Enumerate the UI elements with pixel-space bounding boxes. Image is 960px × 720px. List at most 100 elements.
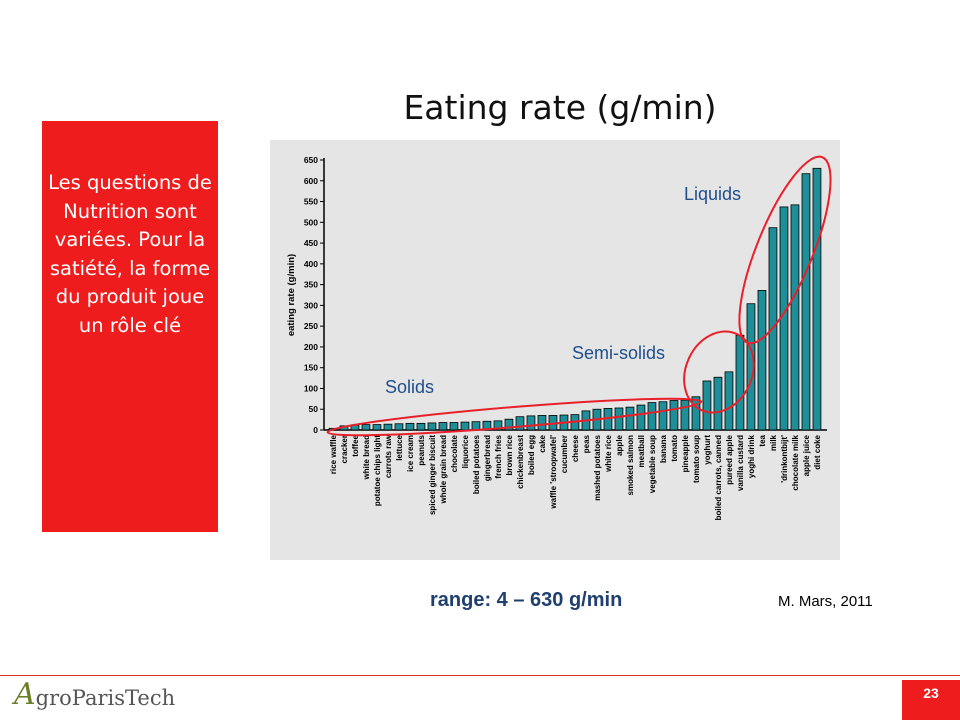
bar bbox=[537, 415, 547, 431]
annotation-label: Liquids bbox=[684, 184, 741, 204]
slide-title: Eating rate (g/min) bbox=[403, 88, 717, 127]
bar bbox=[801, 173, 811, 431]
x-tick-label: yoghurt bbox=[703, 435, 712, 465]
x-tick-label: apple bbox=[615, 434, 624, 455]
bar bbox=[526, 415, 536, 431]
x-tick-label: whole grain bread bbox=[439, 435, 448, 505]
y-tick-label: 350 bbox=[304, 280, 318, 290]
x-tick-label: cracker bbox=[340, 435, 349, 463]
x-tick-label: apple juice bbox=[802, 434, 811, 476]
y-tick-label: 450 bbox=[304, 238, 318, 248]
source-credit: M. Mars, 2011 bbox=[778, 593, 873, 610]
annotation-label: Semi-solids bbox=[572, 343, 665, 363]
bar bbox=[460, 421, 470, 431]
bar bbox=[493, 420, 503, 431]
x-tick-label: boiled carrots, canned bbox=[714, 435, 723, 520]
x-tick-label: chocolate bbox=[450, 434, 459, 472]
annotation-label: Solids bbox=[385, 377, 434, 397]
x-tick-label: banana bbox=[659, 434, 668, 463]
bar bbox=[713, 376, 723, 431]
x-tick-label: cheese bbox=[571, 434, 580, 462]
bar bbox=[746, 303, 756, 431]
x-tick-label: rice waffle bbox=[329, 434, 338, 474]
x-tick-label: boiled egg bbox=[527, 435, 536, 475]
y-tick-label: 500 bbox=[304, 217, 318, 227]
x-tick-label: boiled potatoes bbox=[472, 434, 481, 494]
x-tick-label: cucumber bbox=[560, 435, 569, 473]
y-tick-label: 600 bbox=[304, 176, 318, 186]
side-note-box: Les questions de Nutrition sont variées.… bbox=[42, 121, 218, 532]
x-tick-label: potatoe chips light bbox=[373, 435, 382, 506]
y-tick-label: 0 bbox=[313, 425, 318, 435]
x-tick-label: smoked salmon bbox=[626, 435, 635, 496]
bar bbox=[515, 416, 525, 431]
x-tick-label: tomato bbox=[670, 435, 679, 462]
y-tick-label: 300 bbox=[304, 300, 318, 310]
y-tick-label: 400 bbox=[304, 259, 318, 269]
x-tick-label: milk bbox=[769, 434, 778, 451]
x-tick-label: white bread bbox=[362, 435, 371, 481]
bar bbox=[361, 424, 371, 431]
range-text: range: 4 – 630 g/min bbox=[430, 589, 623, 611]
logo-wordmark: groParisTech bbox=[35, 686, 176, 710]
x-tick-label: peanuts bbox=[417, 434, 426, 465]
x-tick-label: toffee bbox=[351, 434, 360, 456]
x-tick-label: 'drinkontbijt' bbox=[780, 435, 789, 483]
bar bbox=[680, 399, 690, 431]
x-tick-label: spiced ginger biscuit bbox=[428, 435, 437, 515]
bar bbox=[471, 421, 481, 431]
y-tick-label: 50 bbox=[309, 404, 319, 414]
x-tick-label: vegetable soup bbox=[648, 435, 657, 493]
bar bbox=[614, 407, 624, 431]
x-tick-label: french fries bbox=[494, 434, 503, 478]
x-tick-label: yoghi drink bbox=[747, 434, 756, 478]
x-tick-label: lettuce bbox=[395, 434, 404, 460]
x-tick-label: peas bbox=[582, 434, 591, 453]
x-tick-label: cake bbox=[538, 434, 547, 452]
x-tick-label: tea bbox=[758, 434, 767, 446]
footer-divider bbox=[0, 675, 960, 676]
x-tick-label: carrots raw bbox=[384, 434, 393, 478]
bar bbox=[757, 290, 767, 431]
bar bbox=[372, 424, 382, 431]
bar bbox=[504, 418, 514, 431]
x-tick-label: diet coke bbox=[813, 434, 822, 469]
bar-chart: 0 50 100 150 200 250 300 350 400 450 500 550 600 650 e… bbox=[286, 155, 832, 520]
side-note-text: Les questions de Nutrition sont variées.… bbox=[48, 171, 212, 337]
bar bbox=[438, 422, 448, 431]
x-tick-label: meatball bbox=[637, 435, 646, 467]
x-tick-label: waffle 'stroopwafel' bbox=[549, 435, 558, 510]
page-number: 23 bbox=[902, 680, 960, 720]
bar bbox=[636, 404, 646, 431]
y-tick-label: 650 bbox=[304, 155, 318, 165]
agroparistech-logo: A groParisTech bbox=[14, 680, 175, 714]
y-tick-label: 150 bbox=[304, 363, 318, 373]
y-axis-label: eating rate (g/min) bbox=[286, 254, 297, 336]
x-tick-label: pineapple bbox=[681, 434, 690, 472]
bar bbox=[658, 401, 668, 431]
x-tick-label: chocolate milk bbox=[791, 434, 800, 490]
y-tick-label: 200 bbox=[304, 342, 318, 352]
logo-mark: A bbox=[14, 677, 36, 712]
bar bbox=[790, 204, 800, 431]
liquids-group-ellipse bbox=[738, 155, 832, 345]
x-tick-label: gingerbread bbox=[483, 435, 492, 481]
y-tick-label: 550 bbox=[304, 197, 318, 207]
bar bbox=[691, 396, 701, 431]
bar bbox=[702, 380, 712, 431]
bar bbox=[669, 400, 679, 431]
solids-group-ellipse bbox=[326, 397, 703, 437]
bar bbox=[724, 371, 734, 431]
y-tick-label: 250 bbox=[304, 321, 318, 331]
x-tick-label: mashed potatoes bbox=[593, 434, 602, 500]
x-tick-label: tomato soup bbox=[692, 435, 701, 483]
bar bbox=[427, 422, 437, 431]
x-tick-label: brown rice bbox=[505, 434, 514, 475]
x-tick-label: chickenbreast bbox=[516, 435, 525, 489]
x-tick-label: ice cream bbox=[406, 435, 415, 472]
bar bbox=[625, 406, 635, 431]
y-tick-label: 100 bbox=[304, 383, 318, 393]
x-tick-label: liquorice bbox=[461, 434, 470, 468]
bar bbox=[405, 422, 415, 431]
bar bbox=[383, 423, 393, 431]
